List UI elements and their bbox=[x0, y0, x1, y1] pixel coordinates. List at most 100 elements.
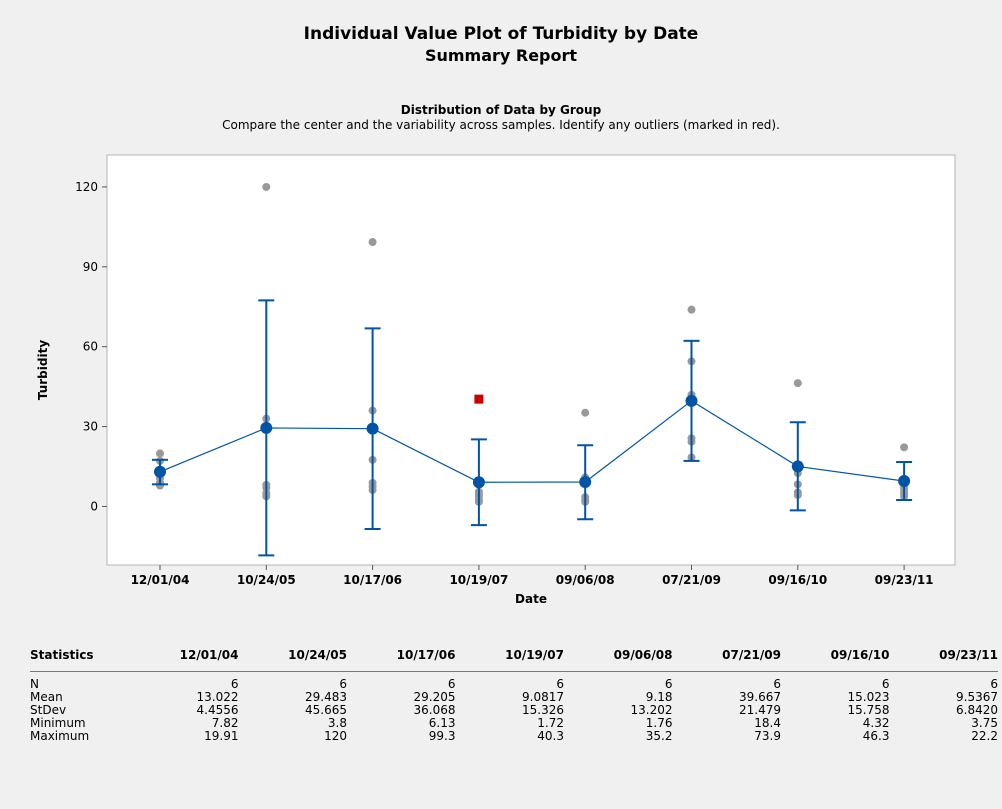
x-tick-label: 12/01/04 bbox=[131, 573, 190, 587]
stats-column-header: 09/23/11 bbox=[889, 646, 998, 672]
stats-cell: 6.13 bbox=[428, 716, 456, 730]
data-point bbox=[900, 443, 909, 452]
mean-connect-line bbox=[159, 400, 905, 483]
data-point bbox=[793, 379, 802, 388]
stats-row: Minimum 7.82 3.8 6.13 1.72 1.76 18.4 4.32 3.75 bbox=[30, 717, 998, 730]
data-point bbox=[581, 408, 590, 417]
stats-cell: 6 bbox=[664, 677, 673, 691]
stats-cell: 9.18 bbox=[645, 690, 673, 704]
stats-cell: 3.75 bbox=[971, 716, 998, 730]
mean-marker bbox=[260, 421, 273, 434]
stats-row-label: StDev bbox=[30, 703, 67, 717]
stats-cell: 1.72 bbox=[537, 716, 564, 730]
stats-column-header: 12/01/04 bbox=[130, 646, 239, 672]
x-tick-label: 09/06/08 bbox=[556, 573, 615, 587]
mean-marker bbox=[791, 460, 804, 473]
y-tick-label: 30 bbox=[83, 420, 98, 434]
section-subtitle: Compare the center and the variability a… bbox=[222, 118, 780, 132]
stats-cell: 6 bbox=[230, 677, 239, 691]
stats-cell: 15.326 bbox=[522, 703, 564, 717]
stats-cell: 4.32 bbox=[862, 716, 890, 730]
x-tick-label: 09/23/11 bbox=[875, 573, 934, 587]
stats-cell: 1.76 bbox=[645, 716, 673, 730]
stats-row-label: Mean bbox=[30, 690, 63, 704]
stats-column-header: 10/24/05 bbox=[238, 646, 347, 672]
x-tick-label: 10/19/07 bbox=[449, 573, 508, 587]
y-tick-label: 120 bbox=[75, 180, 98, 194]
x-tick-label: 07/21/09 bbox=[662, 573, 721, 587]
stats-cell: 39.667 bbox=[739, 690, 781, 704]
stats-cell: 9.0817 bbox=[522, 690, 564, 704]
y-tick-label: 90 bbox=[83, 260, 98, 274]
stats-cell: 36.068 bbox=[413, 703, 456, 717]
stats-cell: 73.9 bbox=[754, 729, 781, 743]
stats-row: Mean 13.022 29.483 29.205 9.0817 9.18 39.667 15… bbox=[30, 691, 998, 704]
stats-row-label: Maximum bbox=[30, 729, 90, 743]
stats-cell: 99.3 bbox=[428, 729, 456, 743]
y-tick-label: 0 bbox=[90, 499, 98, 513]
mean-marker bbox=[154, 465, 166, 478]
stats-row-label: N bbox=[30, 677, 39, 691]
stats-row-label: Minimum bbox=[30, 716, 86, 730]
stats-cell: 35.2 bbox=[645, 729, 673, 743]
stats-cell: 6 bbox=[990, 677, 998, 691]
x-axis-label: Date bbox=[515, 592, 547, 606]
plot-area bbox=[106, 154, 956, 566]
stats-cell: 22.2 bbox=[971, 729, 998, 743]
stats-cell: 29.205 bbox=[413, 690, 456, 704]
stats-cell: 13.202 bbox=[630, 703, 673, 717]
y-tick-label: 60 bbox=[83, 340, 98, 354]
y-axis-label: Turbidity bbox=[36, 340, 50, 400]
stats-column-header: 10/19/07 bbox=[455, 646, 564, 672]
stats-cell: 29.483 bbox=[305, 690, 347, 704]
statistics-table: Statistics 12/01/04 10/24/05 10/17/06 10/19/… bbox=[30, 646, 998, 743]
data-point bbox=[156, 449, 164, 458]
stats-header-label: Statistics bbox=[30, 646, 130, 672]
stats-cell: 6 bbox=[447, 677, 456, 691]
stats-cell: 15.758 bbox=[847, 703, 890, 717]
stats-cell: 46.3 bbox=[862, 729, 890, 743]
stats-cell: 7.82 bbox=[211, 716, 239, 730]
mean-marker bbox=[579, 475, 592, 488]
stats-cell: 6 bbox=[339, 677, 347, 691]
data-point bbox=[368, 238, 377, 247]
stats-cell: 21.479 bbox=[739, 703, 781, 717]
stats-column-header: 07/21/09 bbox=[672, 646, 781, 672]
mean-marker bbox=[685, 394, 698, 407]
stats-row: StDev 4.4556 45.665 36.068 15.326 13.202 21.47… bbox=[30, 704, 998, 717]
stats-cell: 18.4 bbox=[754, 716, 781, 730]
stats-cell: 9.5367 bbox=[956, 690, 998, 704]
report-subtitle: Summary Report bbox=[424, 46, 578, 65]
stats-column-header: 09/16/10 bbox=[781, 646, 890, 672]
mean-marker bbox=[898, 475, 911, 488]
stats-cell: 6 bbox=[773, 677, 781, 691]
stats-row: N 6 6 6 6 6 6 6 6 bbox=[30, 672, 998, 692]
stats-cell: 4.4556 bbox=[196, 703, 239, 717]
x-tick-label: 09/16/10 bbox=[768, 573, 827, 587]
stats-cell: 6 bbox=[556, 677, 564, 691]
stats-cell: 6 bbox=[881, 677, 890, 691]
mean-marker bbox=[366, 422, 379, 435]
stats-cell: 45.665 bbox=[305, 703, 347, 717]
data-point bbox=[262, 182, 271, 191]
stats-cell: 40.3 bbox=[537, 729, 564, 743]
outlier-point bbox=[474, 394, 484, 404]
individual-value-plot: 0 30 60 90 120 12/01/04 10/24/05 10/17/06 10/19/… bbox=[36, 154, 956, 606]
stats-cell: 15.023 bbox=[847, 690, 890, 704]
stats-header-row: Statistics 12/01/04 10/24/05 10/17/06 10/19/… bbox=[30, 646, 998, 672]
stats-cell: 13.022 bbox=[196, 690, 239, 704]
x-tick-label: 10/17/06 bbox=[343, 573, 402, 587]
stats-column-header: 10/17/06 bbox=[347, 646, 456, 672]
report-title: Individual Value Plot of Turbidity by Da… bbox=[303, 24, 699, 44]
section-title: Distribution of Data by Group bbox=[400, 103, 602, 117]
stats-row: Maximum 19.91 120 99.3 40.3 35.2 73.9 46.3 22.2 bbox=[30, 730, 998, 743]
stats-cell: 6.8420 bbox=[956, 703, 998, 717]
data-point bbox=[687, 305, 696, 314]
stats-column-header: 09/06/08 bbox=[564, 646, 673, 672]
x-tick-label: 10/24/05 bbox=[237, 573, 296, 587]
stats-cell: 19.91 bbox=[204, 729, 239, 743]
stats-cell: 120 bbox=[324, 729, 347, 743]
stats-cell: 3.8 bbox=[327, 716, 347, 730]
mean-marker bbox=[472, 476, 485, 489]
